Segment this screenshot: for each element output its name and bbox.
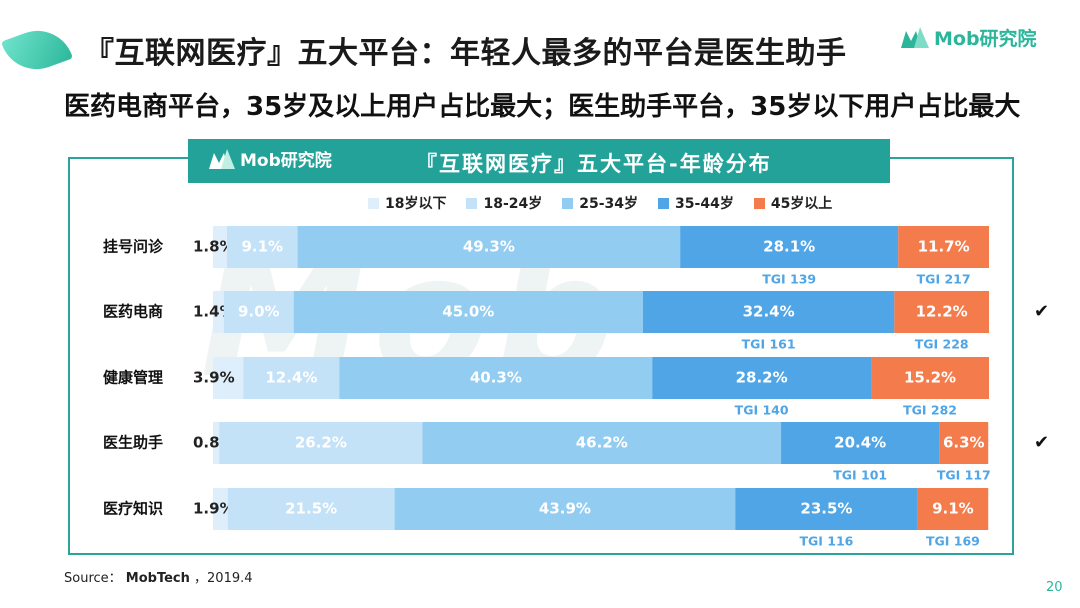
data-label: 9.1% (932, 500, 974, 518)
data-label: 12.4% (265, 369, 317, 387)
legend-swatch (658, 197, 670, 209)
data-label: 1.8% (193, 238, 235, 256)
source-note: Source： MobTech ，2019.4 (64, 567, 253, 586)
legend-label: 35-44岁 (675, 196, 734, 212)
chart-brand: Mob研究院 (208, 146, 332, 171)
bar-segment (243, 357, 340, 399)
data-label: 28.2% (736, 369, 788, 387)
source-value: MobTech (125, 571, 190, 586)
legend-item: 35-44岁 (658, 193, 734, 213)
legend-label: 18-24岁 (483, 196, 543, 212)
legend-item: 18岁以下 (368, 193, 446, 213)
tgi-label: TGI 228 (915, 337, 969, 352)
bar-segment (226, 226, 298, 268)
chart-legend: 18岁以下 18-24岁 25-34岁 35-44岁 45岁以上 (368, 193, 832, 213)
bar-segment (871, 357, 989, 399)
legend-swatch (753, 197, 765, 209)
data-label: 45.0% (442, 303, 494, 321)
bar-segment (213, 291, 224, 333)
bar-segment (939, 422, 989, 464)
tgi-label: TGI 169 (926, 534, 980, 549)
bar-segment (781, 422, 940, 464)
tgi-label: TGI 101 (833, 468, 887, 483)
bar-segment (642, 291, 895, 333)
category-label: 健康管理 (103, 369, 163, 387)
tgi-label: TGI 282 (903, 403, 957, 418)
bar-segment (394, 488, 736, 530)
chart-title: 『互联网医疗』五大平台-年龄分布 (416, 152, 772, 176)
brand-logo: Mob研究院 (900, 22, 1037, 52)
tgi-label: TGI 117 (937, 468, 991, 483)
data-label: 23.5% (800, 500, 852, 518)
legend-item: 25-34岁 (562, 193, 638, 213)
checkmark-icon: ✔ (1034, 432, 1049, 453)
data-label: 9.0% (238, 303, 280, 321)
category-label: 医生助手 (103, 434, 163, 452)
legend-label: 25-34岁 (579, 196, 639, 212)
chart-brand-text: Mob研究院 (240, 151, 332, 171)
data-label: 32.4% (743, 303, 795, 321)
legend-label: 45岁以上 (770, 196, 833, 212)
legend-swatch (466, 197, 478, 209)
bar-segment (339, 357, 653, 399)
data-label: 49.3% (463, 238, 515, 256)
slide-title: 『互联网医疗』五大平台：年轻人最多的平台是医生助手 (84, 36, 847, 71)
data-label: 26.2% (295, 434, 347, 452)
legend-swatch (368, 197, 379, 209)
bar-segment (917, 488, 989, 530)
tgi-label: TGI 140 (735, 403, 789, 418)
data-label: 40.3% (470, 369, 522, 387)
bar-segment (735, 488, 918, 530)
category-label: 挂号问诊 (103, 238, 164, 256)
data-label: 43.9% (539, 500, 591, 518)
data-label: 28.1% (763, 238, 815, 256)
tgi-label: TGI 116 (799, 534, 853, 549)
bar-segment (227, 488, 395, 530)
source-label: Source： (64, 571, 122, 586)
bar-segment (223, 291, 294, 333)
brand-logo-text: Mob研究院 (934, 27, 1037, 50)
bar-segment (219, 422, 423, 464)
bar-segment (213, 488, 228, 530)
bar-segment (213, 226, 227, 268)
checkmark-icon: ✔ (1034, 301, 1049, 322)
data-label: 1.9% (193, 500, 235, 518)
bar-segment (898, 226, 989, 268)
legend-swatch (562, 197, 574, 209)
data-label: 11.7% (918, 238, 970, 256)
bar-segment (652, 357, 872, 399)
data-label: 12.2% (916, 303, 968, 321)
slide-subtitle: 医药电商平台，35岁及以上用户占比最大；医生助手平台，35岁以下用户占比最大 (64, 92, 1021, 122)
category-label: 医药电商 (103, 303, 163, 321)
bar-segment (213, 357, 244, 399)
bar-segment (894, 291, 989, 333)
bar-segment (297, 226, 681, 268)
data-label: 20.4% (834, 434, 886, 452)
category-label: 医疗知识 (103, 500, 163, 518)
data-label: 9.1% (241, 238, 283, 256)
data-label: 6.3% (943, 434, 985, 452)
data-label: 15.2% (904, 369, 956, 387)
tgi-label: TGI 217 (917, 272, 971, 287)
chart-brand-icon (209, 148, 235, 169)
tgi-label: TGI 139 (762, 272, 816, 287)
bar-segment (293, 291, 643, 333)
bar-segment (680, 226, 899, 268)
data-label: 3.9% (193, 369, 235, 387)
chart-header-banner: Mob研究院 『互联网医疗』五大平台-年龄分布 (188, 139, 890, 183)
bar-segment (213, 422, 220, 464)
brand-logo-icon (901, 27, 929, 48)
legend-label: 18岁以下 (385, 196, 447, 212)
legend-item: 18-24岁 (466, 193, 542, 213)
tgi-label: TGI 161 (742, 337, 796, 352)
page-number: 20 (1046, 580, 1063, 595)
legend-item: 45岁以上 (753, 193, 833, 213)
bar-segment (422, 422, 782, 464)
data-label: 21.5% (285, 500, 337, 518)
source-date: ，2019.4 (194, 571, 253, 586)
data-label: 46.2% (576, 434, 628, 452)
